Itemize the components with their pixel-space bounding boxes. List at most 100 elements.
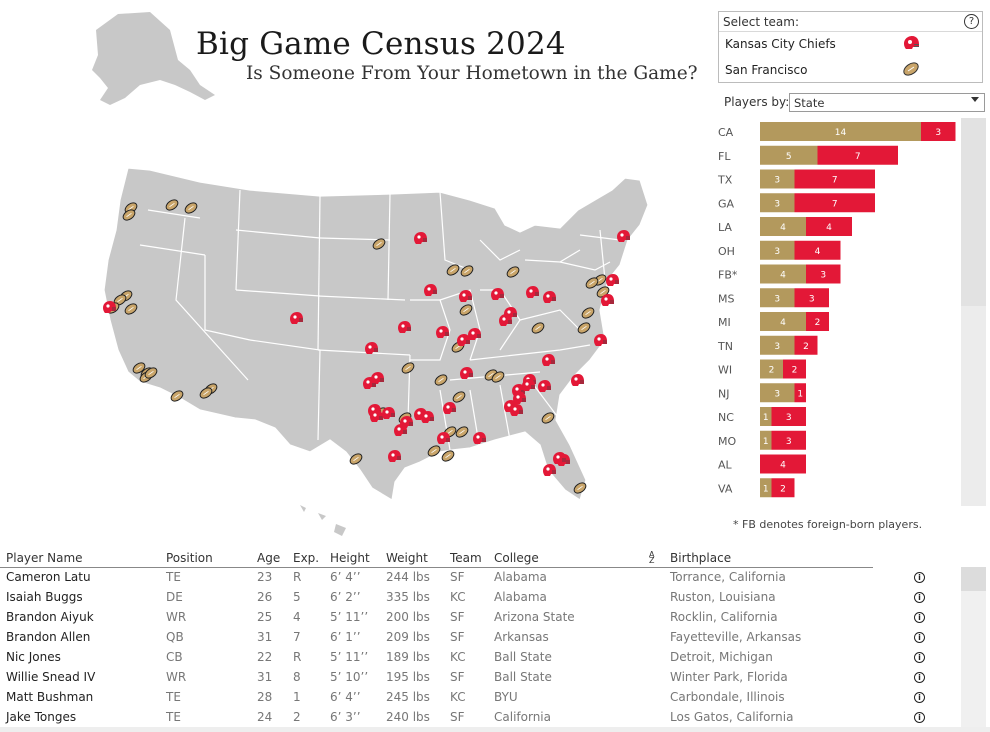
col-header-birthplace[interactable]: Birthplace — [670, 551, 732, 565]
map-canvas[interactable] — [0, 0, 700, 540]
kc-player-marker[interactable] — [414, 232, 427, 244]
kc-player-marker[interactable] — [571, 374, 584, 386]
kc-player-marker[interactable] — [103, 301, 116, 313]
kc-player-marker[interactable] — [617, 230, 630, 242]
bar-kc[interactable] — [771, 430, 807, 450]
bar-sf[interactable] — [760, 335, 795, 355]
team-option-sf[interactable]: San Francisco — [719, 58, 982, 82]
sf-player-marker[interactable] — [143, 366, 158, 380]
info-icon[interactable]: i — [914, 572, 925, 583]
kc-player-marker[interactable] — [398, 321, 411, 333]
info-icon[interactable]: i — [914, 592, 925, 603]
bar-sf[interactable] — [760, 217, 806, 236]
sf-player-marker[interactable] — [131, 361, 146, 375]
table-scroll-thumb[interactable] — [961, 567, 986, 591]
sf-player-marker[interactable] — [164, 198, 179, 212]
bar-kc[interactable] — [921, 122, 956, 141]
col-header-weight[interactable]: Weight — [386, 551, 428, 565]
kc-player-marker[interactable] — [606, 274, 619, 286]
table-row[interactable]: Brandon Allen QB 31 7 6’ 1’’ 209 lbs SF Arkansa… — [0, 628, 990, 648]
kc-player-marker[interactable] — [424, 284, 437, 296]
bar-chart-scroll-thumb[interactable] — [961, 118, 986, 306]
kc-player-marker[interactable] — [388, 450, 401, 462]
kc-player-marker[interactable] — [436, 326, 449, 338]
bar-kc[interactable] — [771, 407, 807, 426]
sf-player-marker[interactable] — [123, 302, 138, 316]
sf-player-marker[interactable] — [348, 452, 363, 466]
table-row[interactable]: Isaiah Buggs DE 26 5 6’ 2’’ 335 lbs KC Alabama R… — [0, 588, 990, 608]
kc-player-marker[interactable] — [459, 290, 472, 302]
team-option-kc[interactable]: Kansas City Chiefs — [719, 32, 982, 56]
col-header-team[interactable]: Team — [450, 551, 482, 565]
sf-player-marker[interactable] — [440, 449, 455, 463]
bar-sf[interactable] — [760, 145, 818, 165]
bar-sf[interactable] — [760, 478, 772, 498]
bar-sf[interactable] — [760, 240, 795, 260]
kc-player-marker[interactable] — [504, 307, 517, 319]
bar-sf[interactable] — [760, 312, 806, 331]
kc-player-marker[interactable] — [553, 452, 566, 464]
bar-kc[interactable] — [794, 240, 841, 260]
bar-sf[interactable] — [760, 430, 772, 450]
info-icon[interactable]: i — [914, 632, 925, 643]
sf-player-marker[interactable] — [121, 208, 136, 222]
kc-player-marker[interactable] — [473, 432, 486, 444]
col-header-college[interactable]: College — [494, 551, 539, 565]
col-header-exp[interactable]: Exp. — [293, 551, 320, 565]
info-icon[interactable]: i — [914, 692, 925, 703]
kc-player-marker[interactable] — [543, 464, 556, 476]
sf-player-marker[interactable] — [505, 265, 520, 279]
col-header-position[interactable]: Position — [166, 551, 213, 565]
col-header-height[interactable]: Height — [330, 551, 370, 565]
bar-sf[interactable] — [760, 193, 795, 213]
kc-player-marker[interactable] — [510, 404, 523, 416]
kc-player-marker[interactable] — [382, 407, 395, 419]
kc-player-marker[interactable] — [443, 402, 456, 414]
sf-player-marker[interactable] — [459, 264, 474, 278]
table-row[interactable]: Jake Tonges TE 24 2 6’ 3’’ 240 lbs SF Californi… — [0, 708, 990, 728]
col-header-age[interactable]: Age — [257, 551, 281, 565]
map-markers[interactable] — [103, 198, 630, 495]
kc-player-marker[interactable] — [421, 411, 434, 423]
kc-player-marker[interactable] — [460, 367, 473, 379]
bar-kc[interactable] — [794, 288, 830, 308]
bar-sf[interactable] — [760, 264, 806, 284]
sf-player-marker[interactable] — [540, 411, 555, 425]
bar-kc[interactable] — [794, 169, 876, 189]
bar-sf[interactable] — [760, 407, 772, 426]
col-header-player-name[interactable]: Player Name — [6, 551, 83, 565]
sf-player-marker[interactable] — [183, 201, 198, 215]
bar-kc[interactable] — [794, 383, 807, 403]
table-row[interactable]: Cameron Latu TE 23 R 6’ 4’’ 244 lbs SF Alabama T… — [0, 568, 990, 588]
players-by-dropdown[interactable]: State — [789, 93, 985, 112]
bar-kc[interactable] — [783, 359, 806, 379]
table-row[interactable]: Willie Snead IV WR 31 8 5’ 10’’ 195 lbs SF Ball… — [0, 668, 990, 688]
kc-player-marker[interactable] — [370, 410, 383, 422]
kc-player-marker[interactable] — [290, 312, 303, 324]
bar-sf[interactable] — [760, 383, 795, 403]
kc-player-marker[interactable] — [526, 286, 539, 298]
kc-player-marker[interactable] — [468, 328, 481, 340]
kc-player-marker[interactable] — [522, 379, 535, 391]
table-row[interactable]: Brandon Aiyuk WR 25 4 5’ 11’’ 200 lbs SF Arizon… — [0, 608, 990, 628]
kc-player-marker[interactable] — [542, 354, 555, 366]
sf-player-marker[interactable] — [458, 303, 473, 317]
sf-player-marker[interactable] — [454, 425, 469, 439]
kc-player-marker[interactable] — [538, 380, 551, 392]
kc-player-marker[interactable] — [394, 424, 407, 436]
bar-kc[interactable] — [806, 217, 852, 236]
sf-player-marker[interactable] — [576, 321, 591, 335]
bar-kc[interactable] — [806, 312, 829, 331]
info-icon[interactable]: i — [914, 652, 925, 663]
sf-player-marker[interactable] — [198, 386, 213, 400]
question-icon[interactable]: ? — [964, 14, 979, 29]
state-bar-chart[interactable]: CA 14 3FL 5 7TX 3 7GA 3 7LA 4 4OH 3 4FB* 4 3MS 3 3MI 4 2TN… — [705, 118, 961, 506]
kc-player-marker[interactable] — [365, 342, 378, 354]
kc-player-marker[interactable] — [457, 334, 470, 346]
sf-player-marker[interactable] — [400, 361, 415, 375]
kc-player-marker[interactable] — [363, 377, 376, 389]
bar-kc[interactable] — [806, 264, 841, 284]
sf-player-marker[interactable] — [433, 373, 448, 387]
sf-player-marker[interactable] — [445, 263, 460, 277]
